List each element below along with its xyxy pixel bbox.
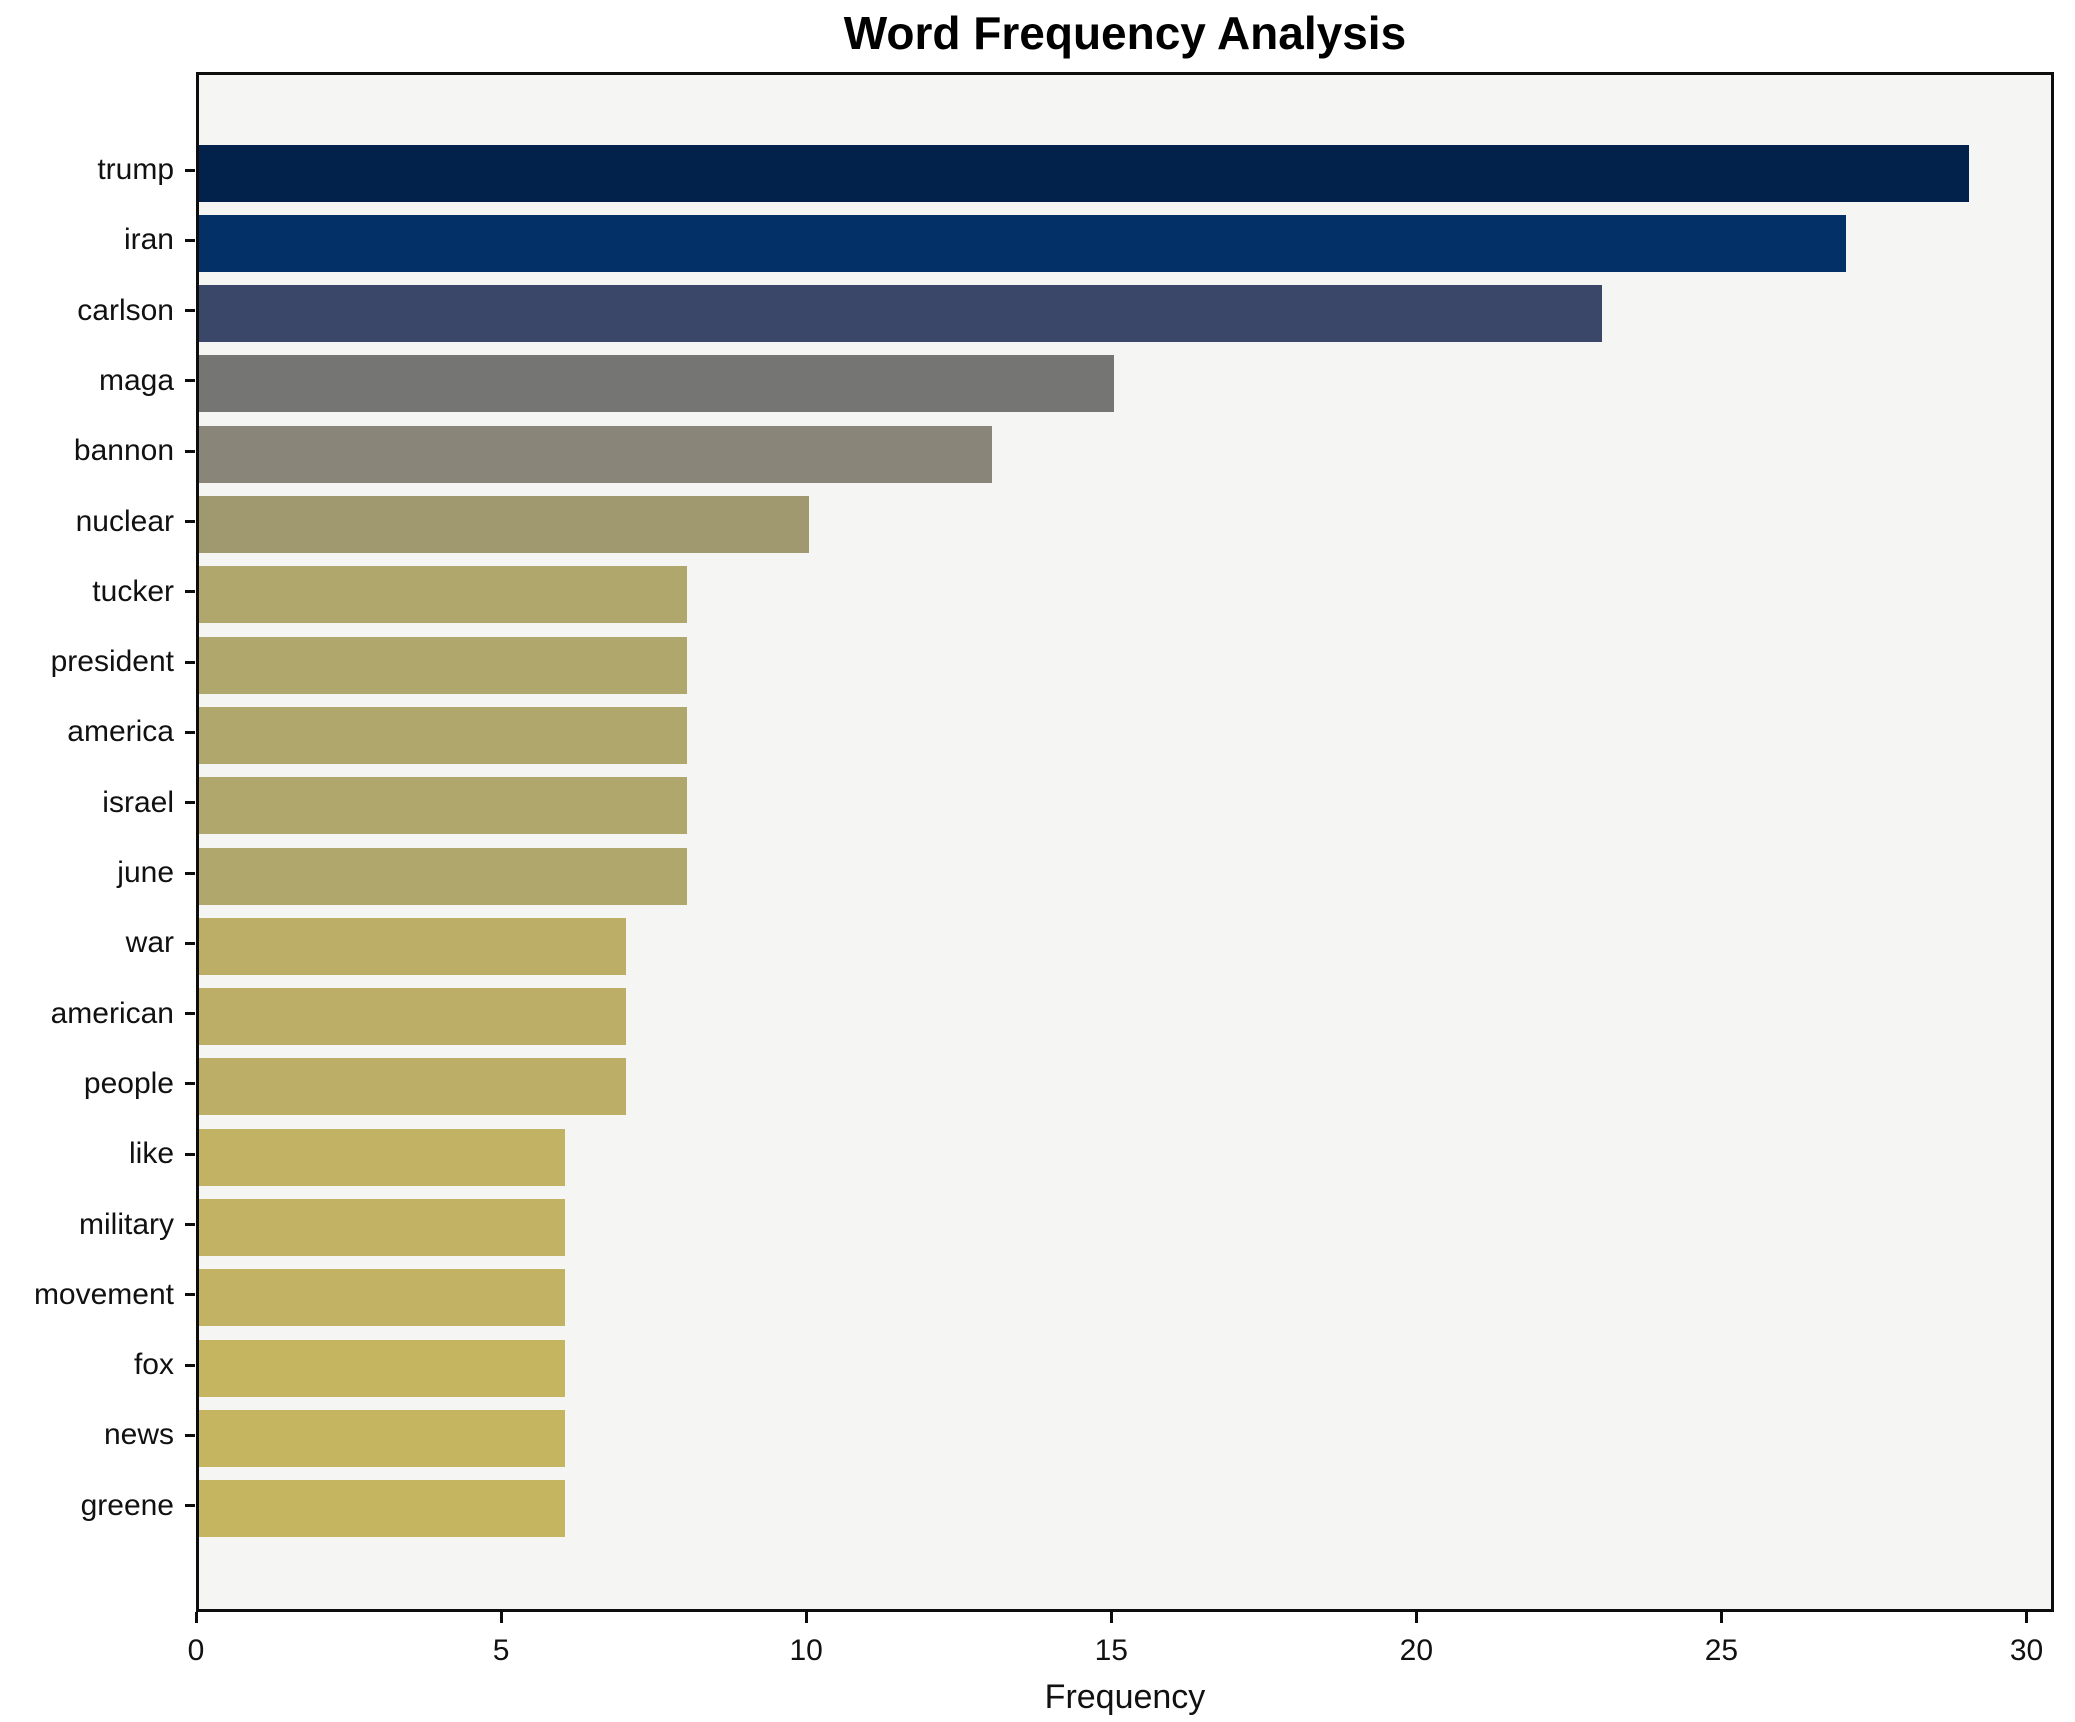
x-tick-label-30: 30 — [2009, 1634, 2044, 1667]
chart-title: Word Frequency Analysis — [843, 7, 1407, 59]
y-tick-label-movement: movement — [33, 1277, 174, 1311]
x-tick — [804, 1612, 808, 1623]
y-tick-label-people: people — [83, 1066, 174, 1100]
bar-tucker — [199, 566, 688, 624]
x-tick-label-25: 25 — [1704, 1634, 1739, 1667]
x-axis-title: Frequency — [1044, 1678, 1206, 1716]
y-tick — [185, 309, 195, 313]
y-tick-label-carlson: carlson — [77, 293, 174, 327]
bar-greene — [199, 1480, 566, 1538]
x-tick-label-10: 10 — [789, 1634, 823, 1667]
bar-iran — [199, 214, 1847, 272]
y-tick — [185, 1223, 195, 1226]
bar-american — [199, 988, 627, 1046]
y-tick-label-tucker: tucker — [92, 574, 174, 608]
x-tick — [194, 1612, 198, 1623]
y-tick — [185, 1293, 195, 1297]
y-tick-label-israel: israel — [102, 785, 174, 819]
x-tick-label-5: 5 — [492, 1634, 510, 1667]
y-tick — [185, 660, 195, 664]
plot-area — [196, 72, 2054, 1612]
y-tick-label-nuclear: nuclear — [75, 504, 174, 538]
y-tick — [185, 238, 195, 242]
bar-news — [199, 1409, 566, 1467]
bar-people — [199, 1058, 627, 1116]
y-tick-label-greene: greene — [80, 1488, 174, 1522]
bar-nuclear — [199, 496, 810, 553]
x-tick-label-20: 20 — [1399, 1634, 1434, 1667]
y-tick — [185, 449, 195, 453]
y-tick — [185, 1082, 195, 1086]
y-tick-label-news: news — [103, 1418, 174, 1452]
bar-america — [199, 706, 688, 764]
y-tick — [185, 379, 195, 383]
y-tick — [185, 801, 195, 805]
bar-like — [199, 1128, 566, 1186]
bar-maga — [199, 355, 1115, 413]
y-tick-label-iran: iran — [123, 223, 174, 257]
bar-fox — [199, 1339, 566, 1397]
x-tick — [1109, 1612, 1113, 1623]
y-tick-label-fox: fox — [133, 1348, 174, 1382]
y-tick — [185, 1363, 195, 1367]
x-tick — [1414, 1612, 1418, 1623]
bar-president — [199, 636, 688, 694]
y-tick — [185, 168, 195, 172]
bar-trump — [199, 144, 1969, 202]
bar-war — [199, 917, 627, 975]
y-tick — [185, 590, 195, 594]
bar-israel — [199, 777, 688, 835]
bar-carlson — [199, 285, 1603, 343]
x-tick — [1719, 1612, 1723, 1623]
y-tick-label-june: june — [117, 856, 174, 889]
x-tick — [2025, 1612, 2029, 1623]
y-tick — [185, 520, 195, 523]
bar-movement — [199, 1269, 566, 1327]
y-tick-label-america: america — [67, 715, 174, 749]
x-tick-label-0: 0 — [187, 1634, 205, 1667]
y-tick — [185, 1504, 195, 1508]
y-tick-label-maga: maga — [98, 363, 174, 397]
x-tick-label-15: 15 — [1094, 1634, 1128, 1667]
y-tick-label-american: american — [50, 996, 174, 1030]
bar-june — [199, 847, 688, 905]
bar-military — [199, 1199, 566, 1256]
y-tick-label-trump: trump — [97, 153, 174, 186]
y-tick — [185, 941, 195, 945]
y-tick-label-bannon: bannon — [73, 434, 174, 468]
y-tick-label-military: military — [79, 1207, 174, 1241]
y-tick-label-like: like — [128, 1137, 174, 1171]
x-tick — [499, 1612, 503, 1623]
y-tick — [185, 871, 195, 875]
y-tick-label-president: president — [50, 645, 174, 679]
y-tick-label-war: war — [125, 926, 174, 960]
y-tick — [185, 1012, 195, 1016]
bar-bannon — [199, 425, 993, 483]
y-tick — [185, 1433, 195, 1437]
y-tick — [185, 730, 195, 734]
y-tick — [185, 1152, 195, 1156]
